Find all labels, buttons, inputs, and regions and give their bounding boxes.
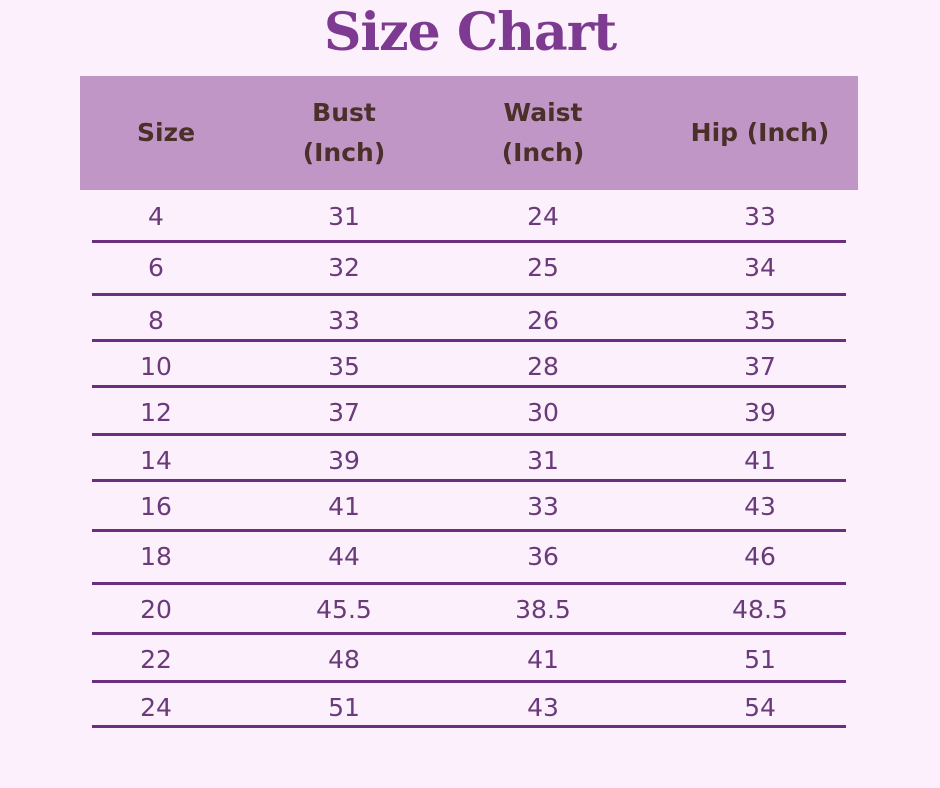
- waist-cell: 41: [527, 645, 559, 674]
- size-cell: 18: [140, 542, 172, 571]
- waist-cell: 28: [527, 352, 559, 381]
- table-row: 16 41 33 43: [92, 482, 846, 532]
- bust-cell: 51: [328, 693, 360, 722]
- column-header-waist: Waist (Inch): [501, 98, 585, 167]
- table-row: 12 37 30 39: [92, 388, 846, 436]
- bust-cell: 48: [328, 645, 360, 674]
- hip-cell: 35: [744, 306, 776, 335]
- hip-cell: 48.5: [732, 595, 788, 624]
- bust-cell: 35: [328, 352, 360, 381]
- bust-cell: 33: [328, 306, 360, 335]
- hip-cell: 37: [744, 352, 776, 381]
- bust-cell: 45.5: [316, 595, 372, 624]
- table-row: 8 33 26 35: [92, 296, 846, 342]
- hip-cell: 51: [744, 645, 776, 674]
- size-cell: 24: [140, 693, 172, 722]
- size-cell: 4: [148, 202, 164, 231]
- bust-cell: 32: [328, 253, 360, 282]
- size-cell: 14: [140, 446, 172, 475]
- hip-cell: 39: [744, 398, 776, 427]
- size-cell: 12: [140, 398, 172, 427]
- waist-cell: 24: [527, 202, 559, 231]
- hip-cell: 46: [744, 542, 776, 571]
- waist-cell: 25: [527, 253, 559, 282]
- bust-cell: 41: [328, 492, 360, 521]
- hip-cell: 33: [744, 202, 776, 231]
- column-header-hip: Hip (Inch): [690, 118, 830, 147]
- table-header: Size Bust (Inch) Waist (Inch) Hip (Inch): [80, 76, 858, 190]
- hip-cell: 34: [744, 253, 776, 282]
- hip-cell: 54: [744, 693, 776, 722]
- column-header-size: Size: [136, 118, 196, 147]
- table-row: 10 35 28 37: [92, 342, 846, 388]
- table-row: 22 48 41 51: [92, 635, 846, 683]
- column-header-bust: Bust (Inch): [302, 98, 386, 167]
- table-row: 18 44 36 46: [92, 532, 846, 585]
- waist-cell: 33: [527, 492, 559, 521]
- page-title: Size Chart: [323, 2, 617, 63]
- waist-cell: 43: [527, 693, 559, 722]
- waist-cell: 26: [527, 306, 559, 335]
- table-row: 4 31 24 33: [92, 192, 846, 243]
- size-cell: 10: [140, 352, 172, 381]
- hip-cell: 41: [744, 446, 776, 475]
- bust-cell: 31: [328, 202, 360, 231]
- size-cell: 22: [140, 645, 172, 674]
- size-cell: 8: [148, 306, 164, 335]
- bust-cell: 39: [328, 446, 360, 475]
- waist-cell: 36: [527, 542, 559, 571]
- waist-cell: 31: [527, 446, 559, 475]
- bust-cell: 44: [328, 542, 360, 571]
- hip-cell: 43: [744, 492, 776, 521]
- waist-cell: 38.5: [515, 595, 571, 624]
- table-row: 20 45.5 38.5 48.5: [92, 585, 846, 635]
- size-cell: 6: [148, 253, 164, 282]
- table-row: 14 39 31 41: [92, 436, 846, 482]
- bust-cell: 37: [328, 398, 360, 427]
- table-row: 6 32 25 34: [92, 243, 846, 296]
- size-cell: 20: [140, 595, 172, 624]
- table-row: 24 51 43 54: [92, 683, 846, 728]
- waist-cell: 30: [527, 398, 559, 427]
- size-cell: 16: [140, 492, 172, 521]
